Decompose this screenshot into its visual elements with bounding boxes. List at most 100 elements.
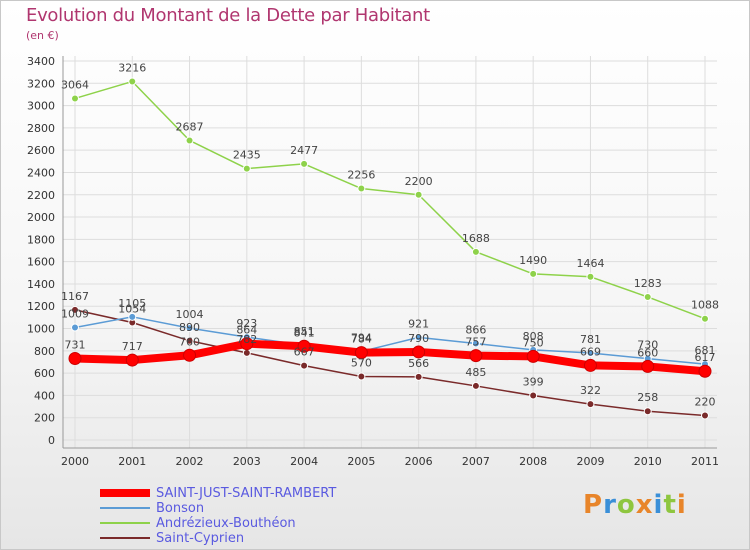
data-label: 570 bbox=[351, 356, 372, 369]
data-point bbox=[414, 372, 423, 381]
data-point bbox=[698, 364, 712, 378]
y-tick-label: 1000 bbox=[27, 323, 55, 336]
data-label: 2687 bbox=[176, 120, 204, 133]
data-point bbox=[414, 190, 423, 199]
legend-label: Saint-Cyprien bbox=[156, 531, 245, 546]
x-tick-label: 2009 bbox=[576, 455, 604, 468]
data-point bbox=[68, 352, 82, 366]
data-point bbox=[471, 247, 480, 256]
y-tick-label: 3400 bbox=[27, 55, 55, 68]
y-tick-label: 400 bbox=[34, 389, 55, 402]
data-label: 782 bbox=[236, 333, 257, 346]
y-tick-label: 2400 bbox=[27, 166, 55, 179]
logo-letter: o bbox=[616, 490, 636, 520]
series-line bbox=[74, 309, 706, 417]
data-label: 220 bbox=[695, 395, 716, 408]
data-point bbox=[412, 345, 426, 359]
data-label: 890 bbox=[179, 321, 200, 334]
data-point bbox=[469, 349, 483, 363]
data-label: 258 bbox=[637, 391, 658, 404]
chart-title: Evolution du Montant de la Dette par Hab… bbox=[26, 5, 430, 26]
data-point bbox=[357, 184, 366, 193]
data-label: 322 bbox=[580, 384, 601, 397]
x-tick-label: 2004 bbox=[290, 455, 318, 468]
data-label: 2256 bbox=[347, 169, 375, 182]
data-label: 1167 bbox=[61, 290, 89, 303]
data-point bbox=[529, 269, 538, 278]
y-tick-label: 2600 bbox=[27, 144, 55, 157]
data-point bbox=[583, 358, 597, 372]
data-point bbox=[71, 323, 79, 332]
data-label: 1088 bbox=[691, 299, 719, 312]
logo-letter: r bbox=[603, 490, 617, 520]
data-point bbox=[586, 272, 595, 281]
data-point bbox=[414, 333, 423, 342]
legend-label: Andrézieux-Bouthéon bbox=[156, 516, 296, 531]
data-label: 731 bbox=[65, 339, 86, 352]
logo-letter: P bbox=[583, 490, 604, 520]
x-tick-label: 2005 bbox=[347, 455, 375, 468]
data-label: 566 bbox=[408, 357, 429, 370]
logo-letter: x bbox=[635, 490, 654, 520]
y-tick-label: 2000 bbox=[27, 211, 55, 224]
x-tick-label: 2010 bbox=[634, 455, 662, 468]
data-point bbox=[586, 348, 595, 357]
data-label: 2200 bbox=[405, 175, 433, 188]
data-label: 2435 bbox=[233, 149, 261, 162]
data-point bbox=[128, 77, 137, 86]
data-label: 851 bbox=[294, 325, 315, 338]
x-tick-label: 2001 bbox=[118, 455, 146, 468]
data-label: 841 bbox=[294, 326, 315, 339]
y-tick-label: 600 bbox=[34, 367, 55, 380]
data-point bbox=[701, 411, 709, 420]
data-label: 681 bbox=[695, 344, 716, 357]
chart-unit-label: (en €) bbox=[26, 29, 59, 42]
y-tick-label: 200 bbox=[34, 412, 55, 425]
y-tick-label: 3000 bbox=[27, 100, 55, 113]
data-point bbox=[242, 348, 251, 357]
data-point bbox=[242, 164, 251, 173]
data-label: 1490 bbox=[519, 254, 547, 267]
x-tick-label: 2002 bbox=[176, 455, 204, 468]
data-point bbox=[471, 381, 480, 390]
data-point bbox=[185, 336, 194, 345]
x-tick-label: 2000 bbox=[61, 455, 89, 468]
data-point bbox=[71, 305, 79, 314]
data-label: 866 bbox=[465, 323, 486, 336]
data-label: 667 bbox=[294, 346, 315, 359]
data-label: 750 bbox=[523, 336, 544, 349]
legend-swatch bbox=[100, 537, 150, 539]
data-point bbox=[643, 407, 652, 416]
data-label: 760 bbox=[179, 335, 200, 348]
y-tick-label: 800 bbox=[34, 345, 55, 358]
y-tick-label: 3200 bbox=[27, 77, 55, 90]
data-label: 2477 bbox=[290, 144, 318, 157]
data-label: 3064 bbox=[61, 78, 89, 91]
data-point bbox=[586, 400, 595, 409]
data-label: 808 bbox=[523, 330, 544, 343]
data-point bbox=[471, 339, 480, 348]
data-label: 784 bbox=[351, 333, 372, 346]
data-point bbox=[300, 361, 309, 370]
data-label: 1464 bbox=[576, 257, 604, 270]
legend-label: Bonson bbox=[156, 501, 205, 516]
data-point bbox=[300, 159, 309, 168]
proxiti-logo: Proxiti bbox=[583, 490, 687, 520]
data-point bbox=[71, 94, 79, 103]
data-point bbox=[357, 372, 366, 381]
data-point bbox=[185, 136, 194, 145]
data-label: 794 bbox=[351, 331, 372, 344]
data-point bbox=[643, 292, 652, 301]
series-line bbox=[74, 316, 706, 365]
data-label: 921 bbox=[408, 317, 429, 330]
logo-letter: i bbox=[676, 490, 687, 520]
data-label: 757 bbox=[465, 336, 486, 349]
data-label: 730 bbox=[637, 339, 658, 352]
series-line bbox=[71, 339, 709, 376]
data-point bbox=[183, 348, 197, 362]
x-tick-label: 2011 bbox=[691, 455, 719, 468]
series-line bbox=[74, 80, 706, 320]
legend-swatch bbox=[100, 522, 150, 524]
